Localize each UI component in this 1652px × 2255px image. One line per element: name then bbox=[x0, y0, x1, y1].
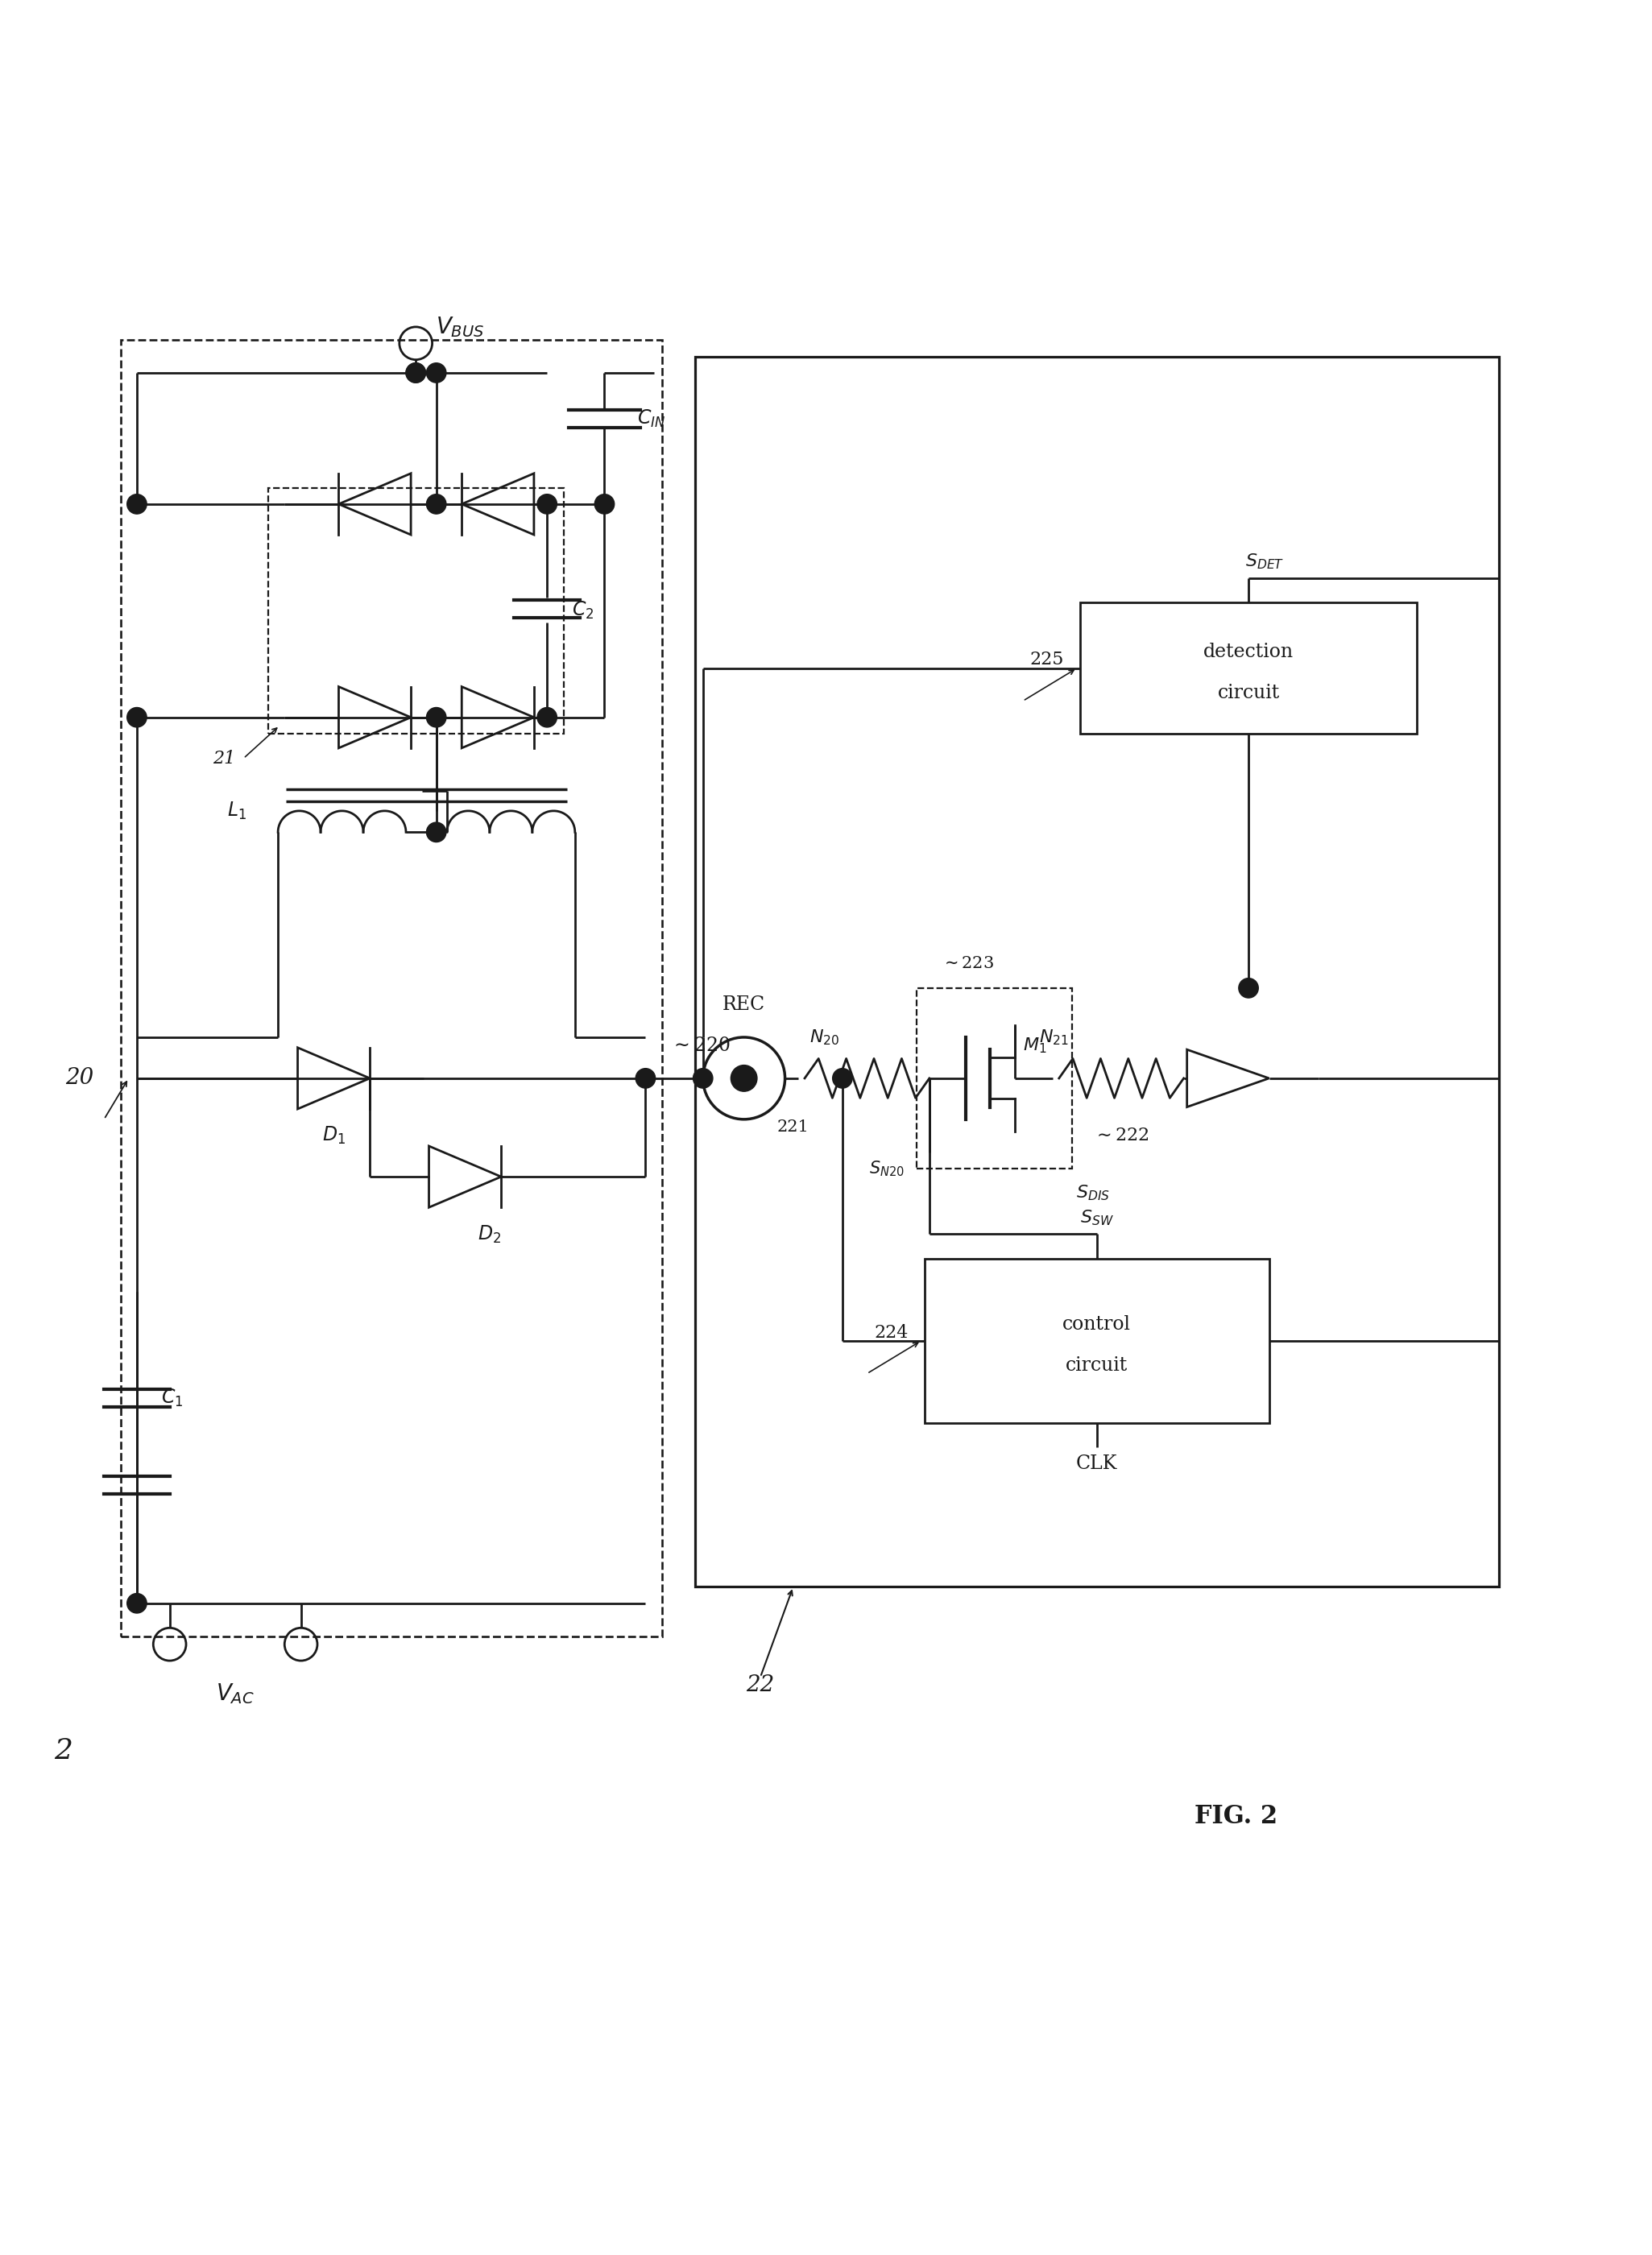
Text: $S_{N20}$: $S_{N20}$ bbox=[869, 1159, 905, 1177]
Circle shape bbox=[127, 494, 147, 514]
Circle shape bbox=[426, 823, 446, 841]
Circle shape bbox=[127, 708, 147, 726]
Text: REC: REC bbox=[722, 994, 765, 1015]
Circle shape bbox=[1239, 979, 1259, 999]
Text: $N_{20}$: $N_{20}$ bbox=[809, 1028, 839, 1046]
Circle shape bbox=[426, 494, 446, 514]
Circle shape bbox=[406, 363, 426, 383]
Circle shape bbox=[127, 1594, 147, 1612]
Text: $V_{AC}$: $V_{AC}$ bbox=[216, 1682, 254, 1705]
Text: $S_{DET}$: $S_{DET}$ bbox=[1246, 552, 1284, 571]
Text: $L_1$: $L_1$ bbox=[228, 801, 246, 821]
Circle shape bbox=[426, 363, 446, 383]
Text: 224: 224 bbox=[874, 1324, 909, 1342]
Text: 20: 20 bbox=[64, 1067, 94, 1089]
Text: $D_2$: $D_2$ bbox=[477, 1224, 501, 1245]
Circle shape bbox=[537, 708, 557, 726]
Circle shape bbox=[694, 1069, 712, 1089]
Text: $\sim$223: $\sim$223 bbox=[942, 956, 995, 972]
Text: $\sim$220: $\sim$220 bbox=[671, 1037, 730, 1055]
Text: $V_{BUS}$: $V_{BUS}$ bbox=[436, 316, 484, 338]
Text: 22: 22 bbox=[747, 1675, 775, 1696]
Circle shape bbox=[537, 494, 557, 514]
Text: detection: detection bbox=[1203, 643, 1294, 661]
Text: $C_{IN}$: $C_{IN}$ bbox=[638, 408, 666, 428]
Text: FIG. 2: FIG. 2 bbox=[1194, 1804, 1277, 1829]
Text: 2: 2 bbox=[55, 1736, 73, 1766]
Text: $C_1$: $C_1$ bbox=[162, 1387, 183, 1409]
Text: $S_{SW}$: $S_{SW}$ bbox=[1080, 1209, 1113, 1227]
Text: circuit: circuit bbox=[1066, 1355, 1128, 1376]
Bar bbox=[121, 341, 662, 1637]
Circle shape bbox=[426, 708, 446, 726]
Circle shape bbox=[595, 494, 615, 514]
Text: $N_{21}$: $N_{21}$ bbox=[1039, 1028, 1069, 1046]
Circle shape bbox=[406, 363, 426, 383]
Text: $D_1$: $D_1$ bbox=[322, 1125, 345, 1146]
Bar bbox=[695, 356, 1498, 1588]
Circle shape bbox=[636, 1069, 656, 1089]
Text: circuit: circuit bbox=[1218, 683, 1280, 701]
Text: $S_{DIS}$: $S_{DIS}$ bbox=[1075, 1184, 1110, 1202]
Text: 21: 21 bbox=[213, 749, 235, 767]
Bar bbox=[925, 1258, 1269, 1423]
Circle shape bbox=[730, 1064, 757, 1091]
Text: CLK: CLK bbox=[1075, 1454, 1117, 1473]
Circle shape bbox=[833, 1069, 852, 1089]
Bar bbox=[1080, 602, 1417, 733]
Text: 225: 225 bbox=[1029, 652, 1064, 670]
Text: $C_2$: $C_2$ bbox=[572, 600, 593, 622]
Text: 221: 221 bbox=[776, 1121, 809, 1134]
Text: $M_1$: $M_1$ bbox=[1023, 1035, 1047, 1055]
Bar bbox=[268, 487, 563, 733]
Text: $\sim$222: $\sim$222 bbox=[1094, 1128, 1150, 1146]
Text: control: control bbox=[1062, 1315, 1132, 1333]
Bar bbox=[917, 988, 1072, 1168]
